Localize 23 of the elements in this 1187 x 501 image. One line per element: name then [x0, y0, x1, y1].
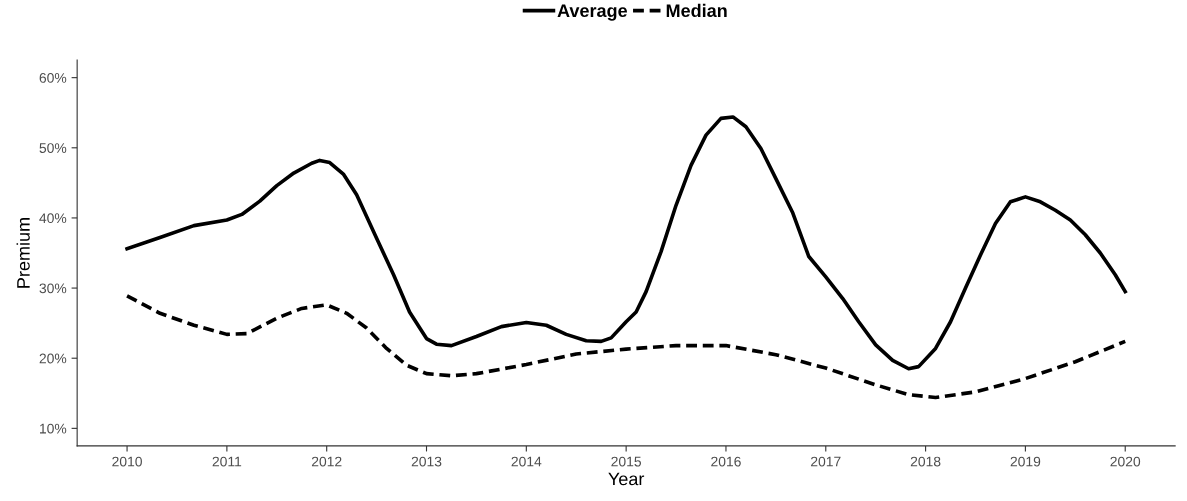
- x-axis-title: Year: [608, 472, 645, 486]
- x-tick-label: 2012: [311, 456, 342, 467]
- x-tick-label: 2013: [411, 456, 442, 467]
- y-tick-label: 60%: [39, 72, 67, 83]
- x-tick-label: 2016: [711, 456, 741, 467]
- y-tick-label: 20%: [39, 353, 67, 364]
- legend-label: Average: [557, 4, 628, 21]
- y-tick-label: 30%: [39, 283, 67, 294]
- y-axis-title: Premium: [16, 218, 30, 288]
- y-tick-label: 10%: [40, 423, 67, 434]
- x-tick-label: 2017: [811, 456, 841, 467]
- legend-label: Median: [666, 3, 727, 18]
- line-series: [125, 115, 1128, 371]
- x-tick-label: 2015: [611, 456, 642, 467]
- x-tick-label: 2014: [511, 456, 542, 467]
- x-tick-label: 2010: [112, 456, 142, 467]
- x-tick-label: 2011: [212, 456, 242, 467]
- x-tick-label: 2020: [1110, 456, 1141, 467]
- y-tick-label: 40%: [39, 213, 67, 224]
- x-tick-label: 2018: [910, 456, 941, 467]
- x-tick-label: 2019: [1010, 456, 1041, 467]
- y-tick-label: 50%: [39, 143, 67, 153]
- line-series: [125, 293, 1128, 400]
